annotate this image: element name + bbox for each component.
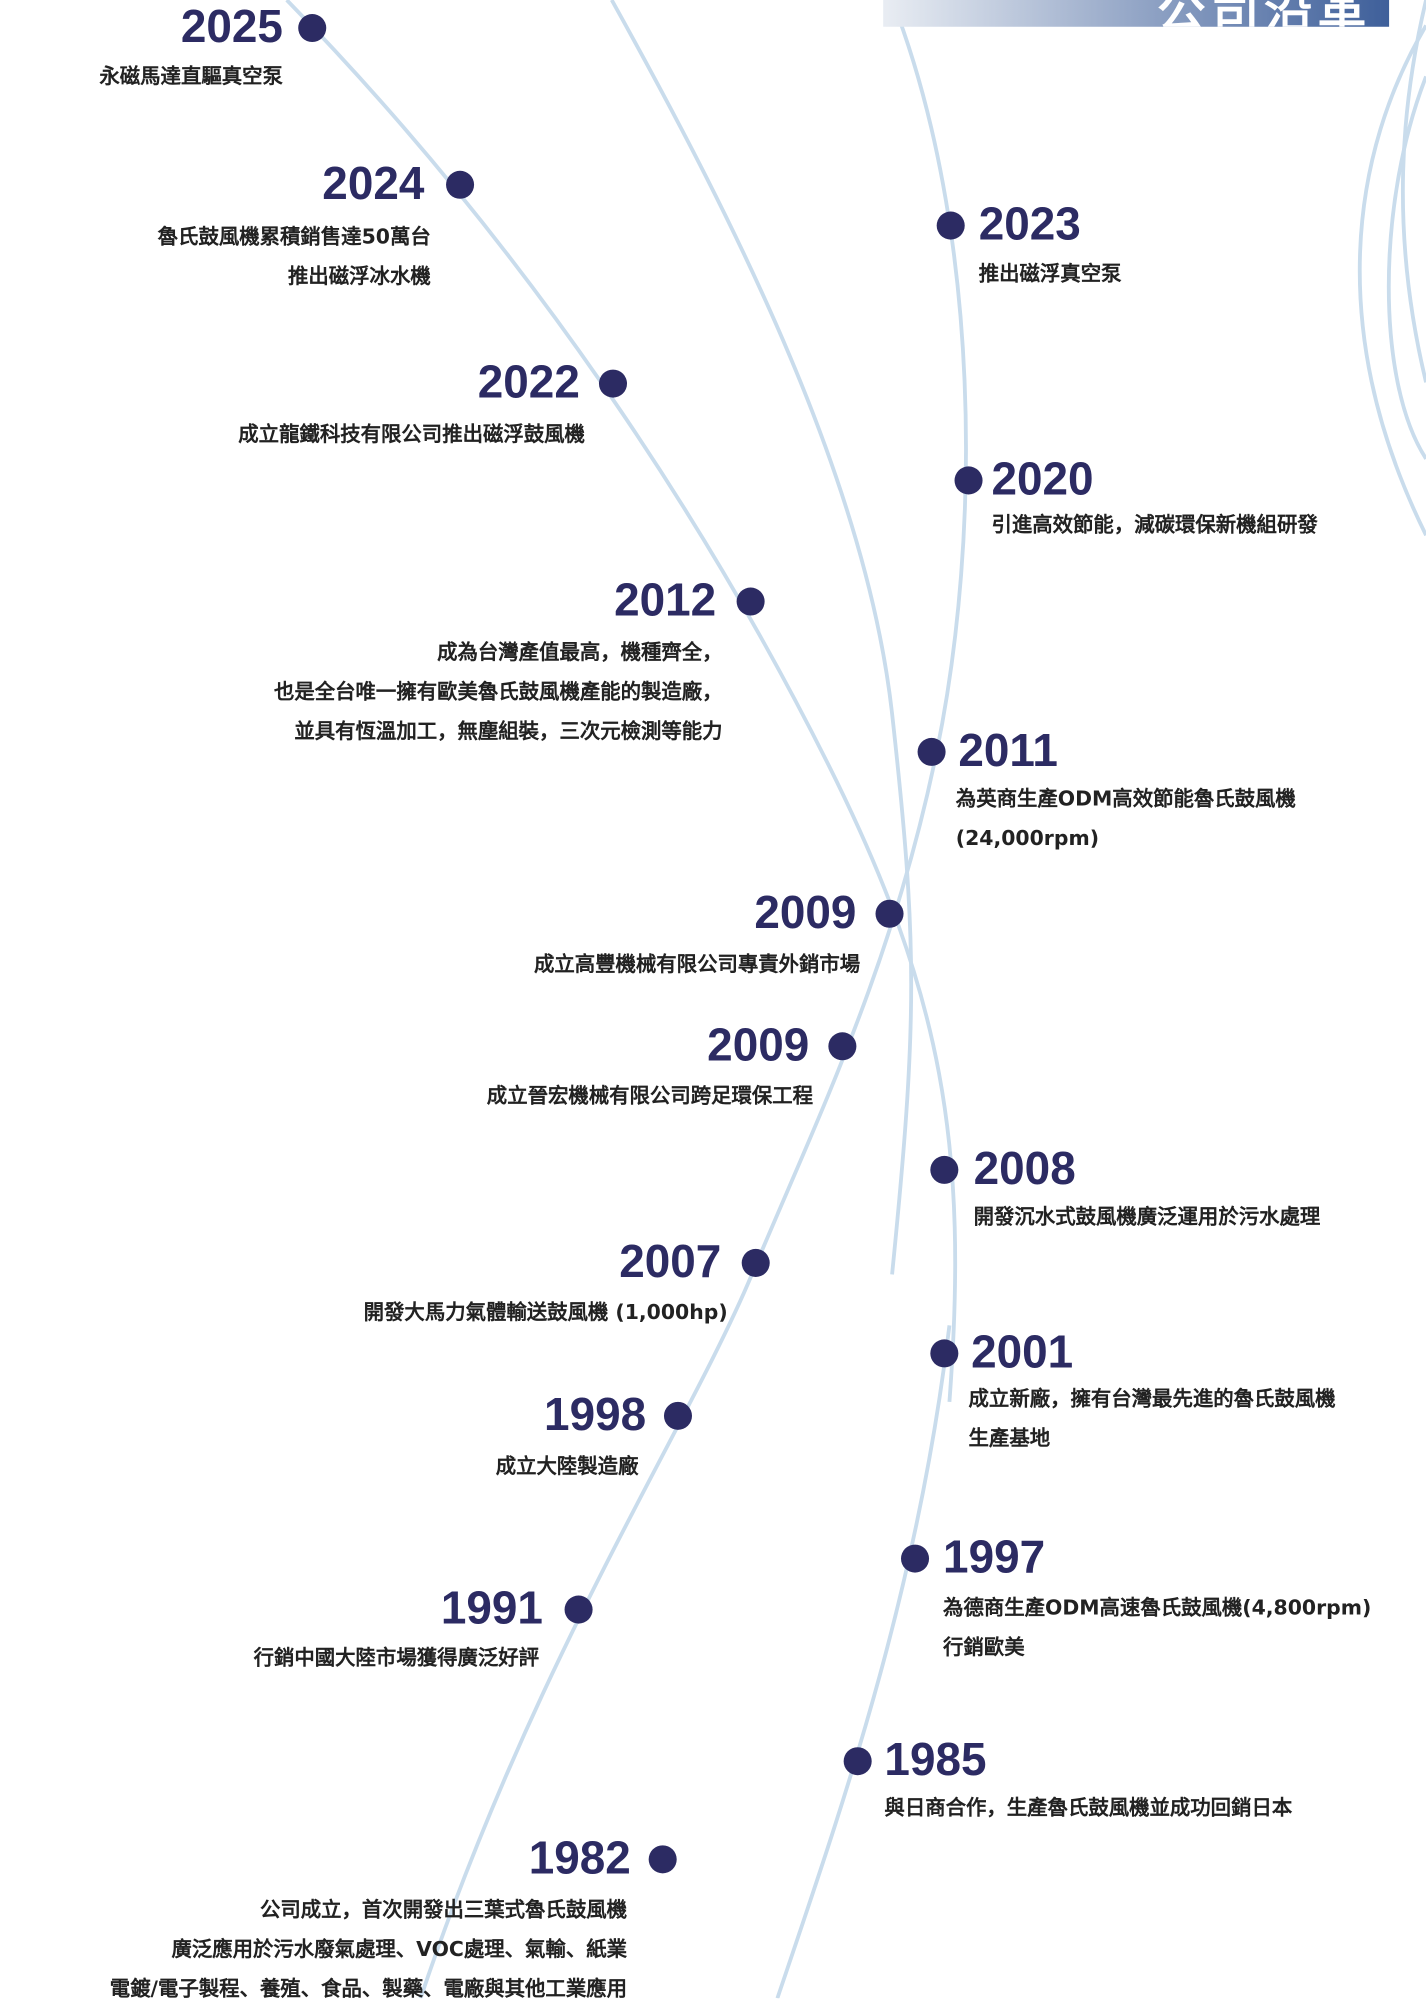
event-text: 行銷中國大陸市場獲得廣泛好評	[253, 1645, 540, 1670]
event-year: 2007	[619, 1234, 722, 1288]
timeline-dot	[936, 211, 965, 240]
timeline-dot	[741, 1248, 770, 1277]
event-text: 推出磁浮冰水機	[287, 263, 431, 289]
curve	[610, 0, 914, 1275]
timeline-dot	[954, 466, 983, 495]
event-text: 生產基地	[968, 1426, 1051, 1451]
timeline-dot	[930, 1155, 959, 1184]
curve	[1386, 75, 1426, 460]
timeline-dot	[648, 1845, 677, 1874]
event-text: 成立大陸製造廠	[495, 1454, 639, 1479]
event-text: (24,000rpm)	[955, 825, 1100, 851]
event-text: 為英商生產ODM高效節能魯氏鼓風機	[955, 786, 1296, 811]
event-year: 2012	[614, 573, 717, 626]
event-text: 推出磁浮真空泵	[978, 261, 1122, 286]
event-year: 2009	[707, 1018, 810, 1071]
timeline-dot	[843, 1747, 872, 1776]
event-year: 1985	[884, 1733, 987, 1786]
timeline-dot	[930, 1339, 959, 1368]
timeline-dot	[298, 14, 327, 43]
event-text: 成立龍鐵科技有限公司推出磁浮鼓風機	[238, 421, 585, 447]
event-year: 1982	[528, 1831, 631, 1884]
event-text: 開發沉水式鼓風機廣泛運用於污水處理	[973, 1204, 1321, 1229]
event-text: 魯氏鼓風機累積銷售達50萬台	[157, 224, 431, 249]
timeline-dot	[663, 1401, 692, 1430]
event-year: 1998	[544, 1387, 647, 1441]
event-text: 成立高豐機械有限公司專責外銷市場	[533, 951, 861, 977]
event-year: 2025	[180, 0, 283, 53]
event-year: 2024	[322, 156, 425, 210]
event-year: 1997	[943, 1530, 1046, 1583]
event-text: 成立晉宏機械有限公司跨足環保工程	[486, 1083, 814, 1108]
timeline-dot	[917, 737, 946, 766]
event-year: 2011	[958, 723, 1058, 777]
header-title: 公司沿革	[1157, 0, 1371, 27]
event-text: 開發大馬力氣體輸送鼓風機 (1,000hp)	[363, 1299, 728, 1325]
timeline-dot	[598, 369, 628, 398]
timeline-dot	[875, 899, 904, 928]
event-year: 2009	[754, 885, 857, 938]
curve	[775, 1325, 952, 1999]
event-text: 永磁馬達直驅真空泵	[99, 63, 283, 88]
event-text: 電鍍/電子製程、養殖、食品、製藥、電廠與其他工業應用	[109, 1976, 628, 1999]
event-text: 成為台灣產值最高，機種齊全，	[437, 639, 723, 664]
event-text: 廣泛應用於污水廢氣處理、VOC處理、氣輸、紙業	[171, 1937, 628, 1962]
timeline-dot	[828, 1032, 857, 1061]
event-text: 行銷歐美	[943, 1635, 1025, 1660]
event-text: 引進高效節能，減碳環保新機組研發	[991, 512, 1318, 537]
curve	[1357, 24, 1426, 537]
event-text: 並具有恆溫加工，無塵組裝，三次元檢測等能力	[294, 718, 723, 743]
event-text: 與日商合作，生產魯氏鼓風機並成功回銷日本	[884, 1795, 1293, 1820]
event-year: 2020	[991, 452, 1094, 505]
event-year: 2008	[973, 1141, 1076, 1195]
curve	[1400, 0, 1426, 383]
event-text: 也是全台唯一擁有歐美魯氏鼓風機產能的製造廠，	[273, 679, 723, 704]
event-text: 為德商生產ODM高速魯氏鼓風機(4,800rpm)	[943, 1595, 1372, 1620]
timeline-dot	[446, 170, 475, 199]
event-year: 1991	[440, 1581, 543, 1634]
timeline-dot	[736, 587, 765, 616]
event-text: 成立新廠，擁有台灣最先進的魯氏鼓風機	[968, 1386, 1336, 1411]
timeline-dot	[901, 1544, 930, 1573]
event-text: 公司成立，首次開發出三葉式魯氏鼓風機	[259, 1897, 628, 1922]
event-year: 2023	[978, 197, 1081, 250]
curve	[418, 0, 968, 1999]
timeline-dot	[564, 1595, 593, 1624]
event-year: 2022	[477, 355, 580, 408]
event-year: 2001	[971, 1325, 1074, 1378]
header-bar: 公司沿革	[883, 0, 1390, 27]
